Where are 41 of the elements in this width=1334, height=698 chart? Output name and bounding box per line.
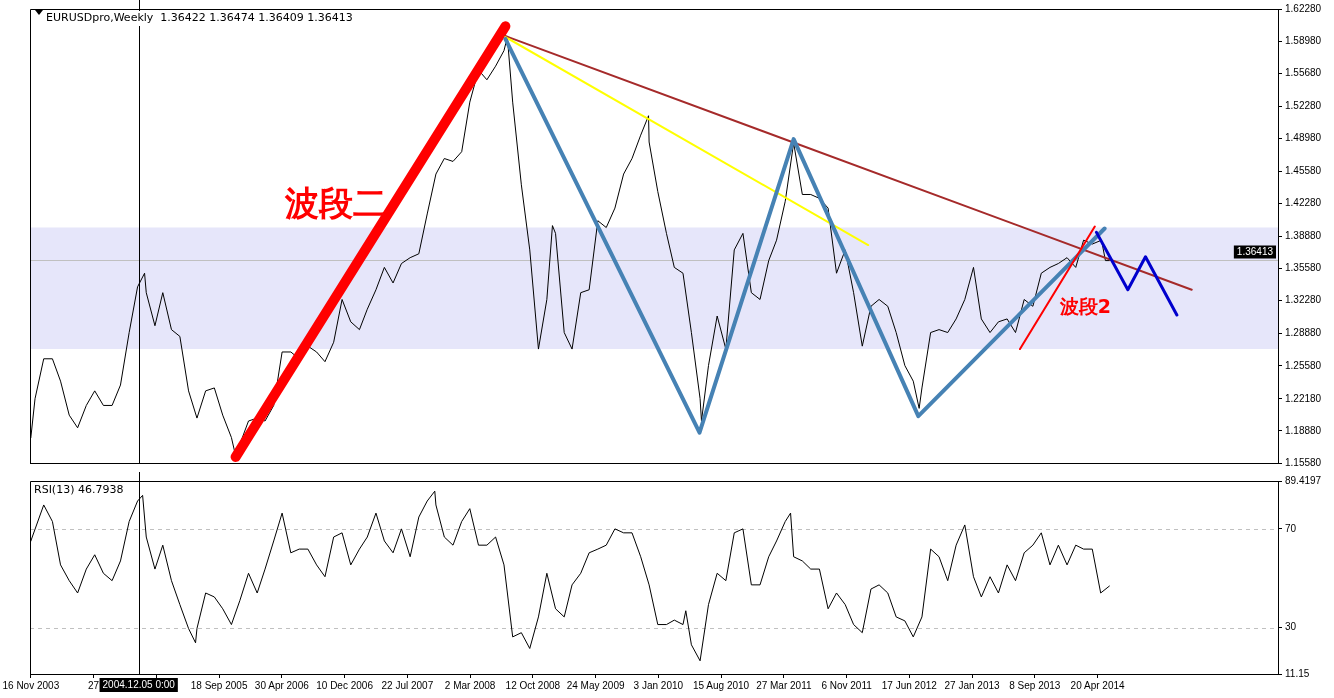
x-tick-label: 27 Jan 2013 xyxy=(944,679,1001,691)
x-tick-label: 30 Apr 2006 xyxy=(254,679,310,691)
y-tick-label: 1.15580 xyxy=(1285,456,1322,468)
x-tick-label: 20 Apr 2014 xyxy=(1070,679,1125,691)
chart-title: EURUSDpro,Weekly 1.36422 1.36474 1.36409 1.36413 xyxy=(46,11,353,25)
y-tick-label: 1.45580 xyxy=(1285,165,1322,177)
x-tick-label: 18 Sep 2005 xyxy=(190,679,248,691)
x-tick-label: 2 Mar 2008 xyxy=(444,679,496,691)
y-tick-label: 1.18880 xyxy=(1285,424,1322,436)
y-tick-label: 1.25580 xyxy=(1285,359,1322,371)
y-tick-label: 1.28880 xyxy=(1285,327,1322,339)
y-tick-label: 70 xyxy=(1285,522,1297,534)
y-tick-label: 1.35580 xyxy=(1285,262,1322,274)
x-tick-label: 8 Sep 2013 xyxy=(1009,679,1061,691)
x-tick-label: 12 Oct 2008 xyxy=(505,679,561,691)
y-tick-label: 89.4197 xyxy=(1285,474,1322,486)
x-tick-label: 10 Dec 2006 xyxy=(316,679,374,691)
y-tick-label: 1.32280 xyxy=(1285,294,1322,306)
y-tick-label: 1.38880 xyxy=(1285,230,1322,242)
series-label: 波段2 xyxy=(1058,294,1111,317)
x-tick-label: 17 Jun 2012 xyxy=(881,679,938,691)
y-tick-label: 1.58980 xyxy=(1285,34,1322,46)
ref-line-label: 2004.12.05 0:00 xyxy=(102,678,176,690)
x-tick-label: 27 xyxy=(88,679,100,691)
y-tick-label: 1.48980 xyxy=(1285,132,1322,144)
y-tick-label: 1.55680 xyxy=(1285,66,1322,78)
x-tick-label: 6 Nov 2011 xyxy=(821,679,873,691)
x-tick-label: 16 Nov 2003 xyxy=(2,679,60,691)
y-tick-label: 1.62280 xyxy=(1285,2,1322,14)
ref-line-label: 1.36413 xyxy=(1236,245,1274,257)
chart-title: RSI(13) 46.7938 xyxy=(34,483,124,497)
y-tick-label: 1.52280 xyxy=(1285,99,1322,111)
y-tick-label: 1.22180 xyxy=(1285,392,1322,404)
x-tick-label: 22 Jul 2007 xyxy=(381,679,434,691)
x-tick-label: 27 Mar 2011 xyxy=(756,679,812,691)
x-tick-label: 24 May 2009 xyxy=(566,679,625,691)
y-tick-label: 1.42280 xyxy=(1285,197,1322,209)
y-tick-label: 11.15 xyxy=(1285,667,1310,679)
x-tick-label: 3 Jan 2010 xyxy=(633,679,684,691)
y-tick-label: 30 xyxy=(1285,621,1297,633)
x-tick-label: 15 Aug 2010 xyxy=(693,679,750,691)
